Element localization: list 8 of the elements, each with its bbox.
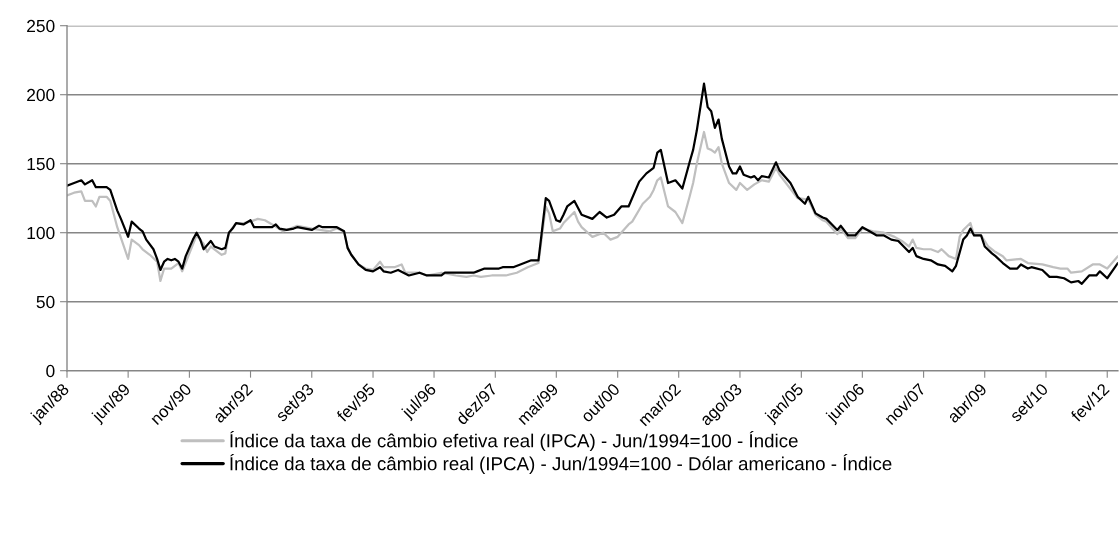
legend-label: Índice da taxa de câmbio efetiva real (IPCA) - Jun/1994=100 - Índice — [230, 430, 798, 452]
y-tick-label: 0 — [46, 364, 55, 378]
y-tick-label: 250 — [27, 19, 55, 33]
y-tick-label: 50 — [36, 295, 55, 309]
legend-label: Índice da taxa de câmbio real (IPCA) - Jun/1994=100 - Dólar americano - Índice — [230, 453, 892, 475]
y-tick-label: 200 — [27, 88, 55, 102]
y-tick-label: 100 — [27, 226, 55, 240]
y-tick-label: 150 — [27, 157, 55, 171]
